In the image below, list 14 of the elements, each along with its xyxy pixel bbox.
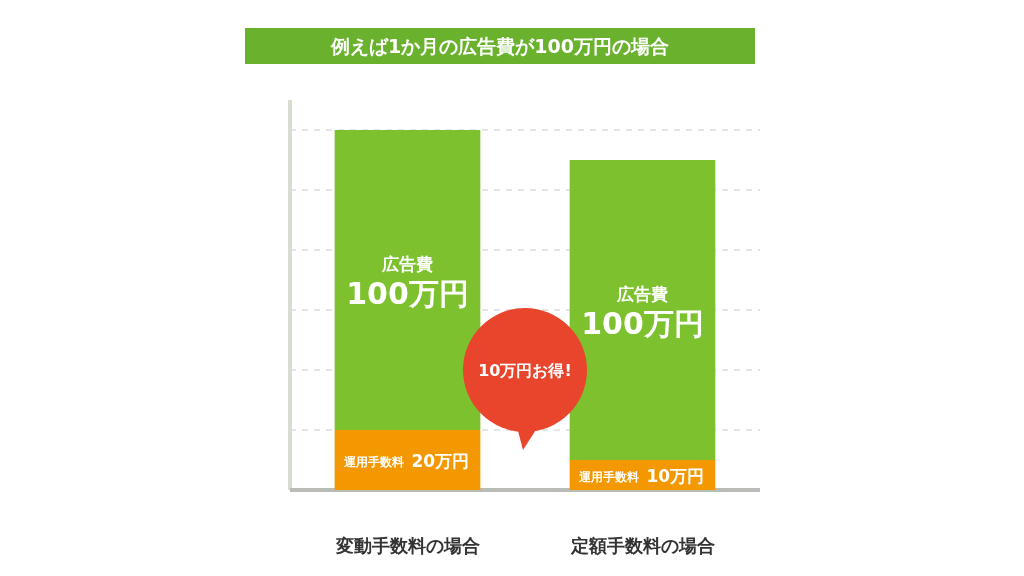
series-label: 広告費 — [381, 254, 433, 274]
x-tick-label: 定額手数料の場合 — [569, 535, 715, 556]
data-label: 100万円 — [581, 306, 704, 341]
x-tick-label: 変動手数料の場合 — [334, 535, 480, 556]
chart-title: 例えば1か月の広告費が100万円の場合 — [330, 35, 669, 57]
data-label: 100万円 — [346, 276, 469, 311]
annotation: 10万円お得! — [478, 361, 572, 380]
data-label: 20万円 — [411, 451, 470, 471]
text: 運用手数料 — [343, 455, 404, 469]
data-label: 10万円 — [646, 466, 705, 486]
bar — [569, 160, 716, 460]
series-label: 運用手数料 — [577, 470, 639, 484]
text: 広告費 — [617, 284, 668, 304]
bar — [334, 130, 481, 430]
